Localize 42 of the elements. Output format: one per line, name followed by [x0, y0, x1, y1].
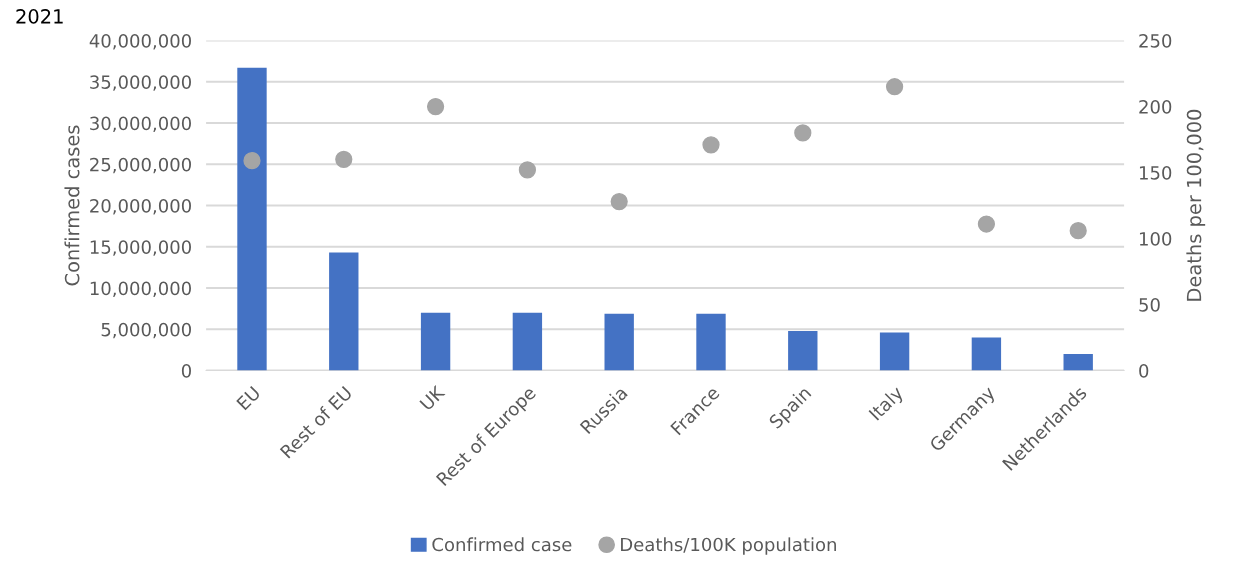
- point: [794, 124, 812, 142]
- y2-tick-label: 100: [1139, 232, 1172, 246]
- point: [885, 78, 904, 96]
- y-tick-label: 20,000,000: [90, 199, 191, 215]
- bar: [879, 332, 910, 371]
- bar: [788, 330, 818, 371]
- text: 2021: [16, 9, 63, 24]
- point: [335, 150, 353, 168]
- x-tick-label: UK: [419, 384, 446, 411]
- y-tick-label: 35,000,000: [90, 75, 191, 91]
- y2-tick-label: 250: [1139, 33, 1172, 48]
- bar: [604, 313, 634, 371]
- y2-axis-title: Deaths per 100,000: [1186, 109, 1206, 301]
- y-tick-label: 15,000,000: [90, 240, 191, 256]
- bar: [512, 312, 543, 371]
- y2-tick-label: 150: [1139, 166, 1172, 180]
- y-tick-label: 10,000,000: [90, 281, 191, 298]
- point: [977, 215, 996, 233]
- x-tick-label: EU: [236, 385, 261, 411]
- point: [610, 192, 628, 211]
- bar: [420, 312, 451, 371]
- point: [518, 161, 537, 179]
- bar: [971, 337, 1002, 371]
- bar: [329, 252, 359, 371]
- legend-label: Deaths/100K population: [621, 537, 836, 555]
- point: [1069, 222, 1087, 240]
- point: [702, 136, 720, 154]
- y-tick-label: 5,000,000: [101, 322, 191, 339]
- y2-tick-label: 0: [1139, 364, 1149, 378]
- legend-label: Confirmed case: [432, 537, 572, 552]
- y-tick-label: 0: [181, 364, 191, 378]
- y-axis-title: Confirmed cases: [64, 125, 80, 286]
- y-tick-label: 40,000,000: [89, 33, 191, 50]
- y-tick-label: 25,000,000: [90, 157, 191, 174]
- point: [243, 152, 261, 170]
- y2-tick-label: 50: [1139, 298, 1160, 312]
- bar: [237, 67, 267, 371]
- bar: [696, 313, 726, 371]
- point: [426, 97, 445, 116]
- y2-tick-label: 200: [1139, 100, 1172, 114]
- bar: [1063, 354, 1093, 371]
- y-tick-label: 30,000,000: [90, 116, 191, 132]
